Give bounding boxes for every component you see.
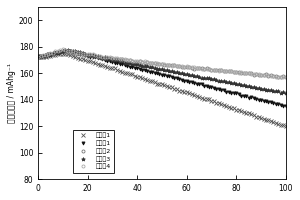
Line: 实施例3: 实施例3	[36, 48, 288, 95]
实施例4	[153, 61, 156, 64]
实施例1	[36, 55, 40, 57]
实施例4	[284, 76, 288, 78]
实施例3	[225, 80, 228, 83]
对比例1	[284, 125, 288, 127]
对比例1	[101, 64, 104, 66]
实施例3	[101, 56, 104, 59]
对比例1	[54, 54, 57, 56]
实施例4	[279, 76, 283, 78]
Line: 实施例4: 实施例4	[37, 48, 287, 79]
实施例1	[281, 105, 285, 108]
对比例1	[188, 92, 191, 94]
实施例4	[101, 55, 104, 58]
实施例3	[188, 74, 191, 76]
Legend: 对比例1, 实施例1, 实施例2, 实施例3, 实施例4: 对比例1, 实施例1, 实施例2, 实施例3, 实施例4	[74, 130, 114, 173]
实施例1	[225, 90, 228, 93]
实施例4	[225, 70, 228, 72]
对比例1	[153, 81, 156, 83]
实施例1	[153, 71, 156, 74]
Line: 对比例1: 对比例1	[37, 52, 287, 127]
Line: 实施例1: 实施例1	[37, 49, 287, 108]
Line: 实施例2: 实施例2	[37, 49, 287, 79]
实施例1	[212, 87, 216, 89]
实施例3	[153, 67, 156, 69]
对比例1	[225, 105, 228, 107]
实施例4	[54, 50, 57, 52]
实施例4	[212, 69, 216, 71]
实施例3	[66, 48, 70, 51]
实施例2	[54, 52, 57, 54]
实施例2	[225, 70, 228, 73]
实施例1	[188, 81, 191, 83]
实施例2	[36, 56, 40, 58]
实施例1	[64, 50, 67, 52]
实施例2	[101, 56, 104, 59]
实施例2	[153, 62, 156, 64]
实施例1	[54, 52, 57, 54]
实施例2	[284, 76, 288, 78]
实施例2	[188, 66, 191, 68]
实施例2	[61, 49, 65, 52]
对比例1	[36, 56, 40, 59]
实施例3	[212, 78, 216, 80]
实施例2	[212, 69, 216, 71]
实施例4	[36, 56, 40, 58]
实施例3	[284, 92, 288, 94]
对比例1	[212, 100, 216, 103]
实施例3	[54, 52, 57, 54]
Y-axis label: 放电比容量 / mAhg⁻¹: 放电比容量 / mAhg⁻¹	[7, 63, 16, 123]
实施例3	[36, 56, 40, 58]
实施例4	[61, 48, 65, 50]
实施例4	[188, 66, 191, 69]
实施例1	[101, 58, 104, 61]
实施例1	[284, 105, 288, 107]
对比例1	[64, 52, 67, 55]
